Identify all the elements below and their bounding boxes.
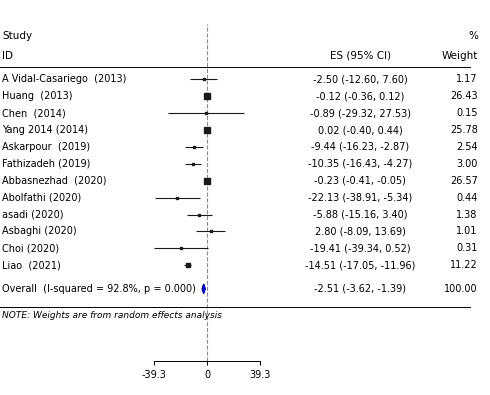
Text: 0.31: 0.31 [456, 243, 478, 253]
Text: -2.51 (-3.62, -1.39): -2.51 (-3.62, -1.39) [314, 284, 406, 294]
Text: Study: Study [2, 30, 32, 41]
Text: 100.00: 100.00 [444, 284, 478, 294]
Text: -14.51 (-17.05, -11.96): -14.51 (-17.05, -11.96) [305, 260, 416, 270]
Text: asadi (2020): asadi (2020) [2, 209, 64, 220]
Text: A Vidal-Casariego  (2013): A Vidal-Casariego (2013) [2, 74, 127, 85]
Text: Asbaghi (2020): Asbaghi (2020) [2, 226, 77, 236]
Text: -10.35 (-16.43, -4.27): -10.35 (-16.43, -4.27) [308, 159, 412, 169]
Text: 0.15: 0.15 [456, 108, 478, 118]
Text: -2.50 (-12.60, 7.60): -2.50 (-12.60, 7.60) [313, 74, 408, 85]
Text: -0.23 (-0.41, -0.05): -0.23 (-0.41, -0.05) [314, 176, 406, 186]
Text: -0.89 (-29.32, 27.53): -0.89 (-29.32, 27.53) [310, 108, 411, 118]
Text: NOTE: Weights are from random effects analysis: NOTE: Weights are from random effects an… [2, 311, 222, 320]
Text: 26.43: 26.43 [450, 91, 478, 101]
Text: -5.88 (-15.16, 3.40): -5.88 (-15.16, 3.40) [313, 209, 407, 220]
Text: Askarpour  (2019): Askarpour (2019) [2, 142, 91, 152]
Text: %: % [468, 30, 478, 41]
Text: 25.78: 25.78 [450, 125, 478, 135]
Text: 2.80 (-8.09, 13.69): 2.80 (-8.09, 13.69) [315, 226, 406, 236]
Text: ID: ID [2, 51, 13, 61]
Text: 3.00: 3.00 [456, 159, 478, 169]
Text: Abolfathi (2020): Abolfathi (2020) [2, 193, 82, 203]
Text: -19.41 (-39.34, 0.52): -19.41 (-39.34, 0.52) [310, 243, 411, 253]
Text: Liao  (2021): Liao (2021) [2, 260, 61, 270]
Text: Yang 2014 (2014): Yang 2014 (2014) [2, 125, 89, 135]
Text: 11.22: 11.22 [450, 260, 478, 270]
Text: Chen  (2014): Chen (2014) [2, 108, 66, 118]
Polygon shape [202, 284, 205, 293]
Text: 1.01: 1.01 [456, 226, 478, 236]
Text: ES (95% CI): ES (95% CI) [330, 51, 391, 61]
Text: Weight: Weight [441, 51, 478, 61]
Text: 26.57: 26.57 [450, 176, 478, 186]
Text: -22.13 (-38.91, -5.34): -22.13 (-38.91, -5.34) [308, 193, 412, 203]
Text: -0.12 (-0.36, 0.12): -0.12 (-0.36, 0.12) [316, 91, 404, 101]
Text: 1.38: 1.38 [456, 209, 478, 220]
Text: Huang  (2013): Huang (2013) [2, 91, 73, 101]
Text: Fathizadeh (2019): Fathizadeh (2019) [2, 159, 91, 169]
Text: 0.02 (-0.40, 0.44): 0.02 (-0.40, 0.44) [318, 125, 402, 135]
Text: 1.17: 1.17 [456, 74, 478, 85]
Text: Overall  (I-squared = 92.8%, p = 0.000): Overall (I-squared = 92.8%, p = 0.000) [2, 284, 196, 294]
Text: 0.44: 0.44 [456, 193, 478, 203]
Text: Choi (2020): Choi (2020) [2, 243, 60, 253]
Text: Abbasnezhad  (2020): Abbasnezhad (2020) [2, 176, 107, 186]
Text: 2.54: 2.54 [456, 142, 478, 152]
Text: -9.44 (-16.23, -2.87): -9.44 (-16.23, -2.87) [311, 142, 409, 152]
